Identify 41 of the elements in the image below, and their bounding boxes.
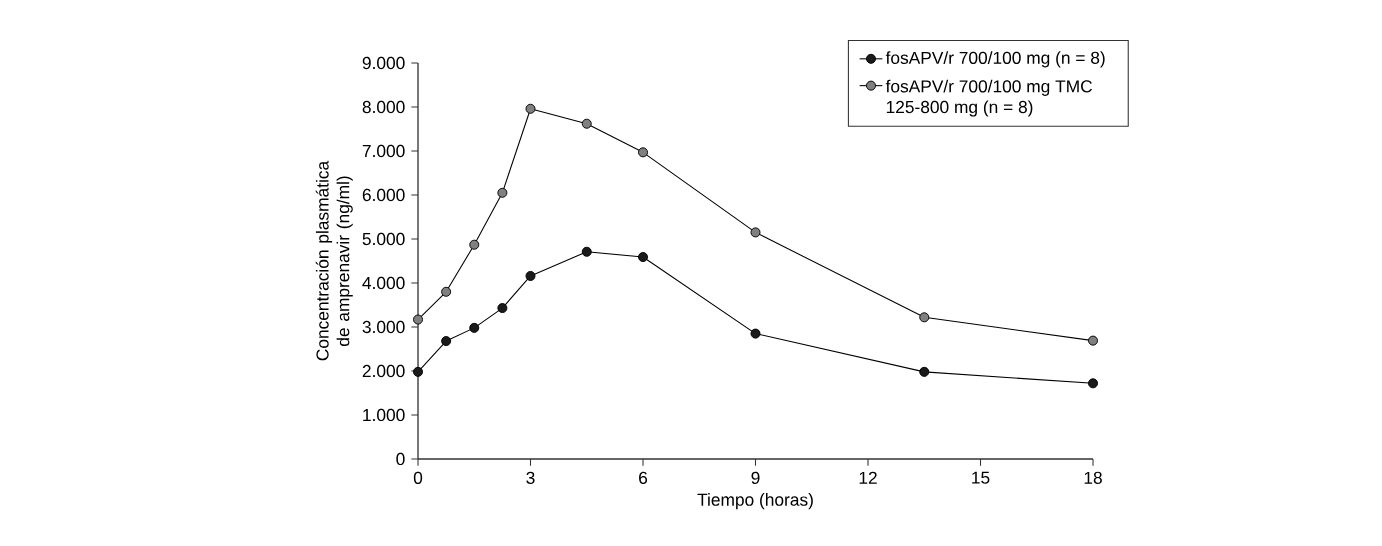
point — [441, 336, 452, 347]
y-tick-label: 3.000 — [362, 320, 405, 334]
point — [581, 118, 592, 129]
y-tick-label: 9.000 — [362, 56, 405, 70]
x-tick-label: 9 — [751, 471, 760, 484]
point — [469, 322, 480, 333]
point — [413, 366, 424, 377]
y-axis-title: Concentración plasmática de amprenavir (ng/ml) — [315, 160, 353, 361]
point — [441, 286, 452, 297]
point — [413, 314, 424, 325]
point — [497, 187, 508, 198]
x-tick-label: 0 — [413, 471, 423, 484]
y-tick-label: 7.000 — [362, 144, 405, 158]
point — [581, 246, 592, 257]
x-tick-label: 6 — [639, 471, 648, 484]
point — [525, 103, 536, 114]
point — [497, 303, 508, 314]
point — [638, 147, 649, 158]
point — [638, 252, 649, 263]
x-tick-label: 15 — [972, 471, 990, 484]
y-tick-label: 4.000 — [362, 276, 405, 290]
point — [919, 366, 930, 377]
point — [1088, 335, 1098, 346]
y-tick-label: 5.000 — [362, 232, 405, 246]
legend-label: fosAPV/r 700/100 mg (n = 8) — [885, 51, 1105, 68]
point — [1088, 378, 1098, 389]
y-tick-label: 2.000 — [362, 364, 405, 378]
point — [750, 328, 761, 339]
point — [750, 227, 761, 238]
y-tick-label: 0 — [396, 452, 405, 466]
point — [469, 239, 480, 250]
x-tick-label: 3 — [526, 471, 535, 484]
y-tick-label: 8.000 — [362, 100, 405, 114]
point — [525, 270, 536, 281]
y-tick-label: 6.000 — [362, 188, 405, 202]
x-tick-label: 18 — [1084, 471, 1102, 484]
y-tick-label: 1.000 — [363, 408, 405, 422]
x-axis-title: Tiempo (horas) — [697, 493, 813, 510]
point — [919, 312, 930, 323]
x-tick-label: 12 — [859, 471, 877, 484]
legend-label: fosAPV/r 700/100 mg TMC 125-800 mg (n = 8) — [885, 79, 1093, 117]
